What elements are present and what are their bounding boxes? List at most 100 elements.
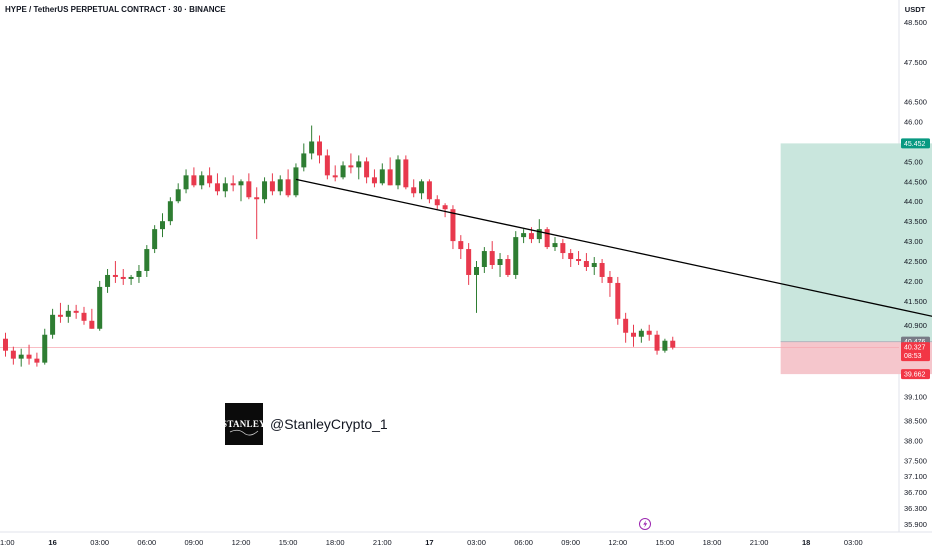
candle-body — [254, 197, 260, 200]
candle — [136, 265, 142, 283]
candle-body — [497, 259, 503, 266]
candle — [301, 143, 307, 172]
candle — [3, 332, 8, 357]
candle-body — [105, 274, 111, 287]
candle — [317, 135, 322, 164]
candle-body — [246, 181, 252, 198]
candle — [450, 205, 456, 250]
price-scale[interactable]: 48.50047.50046.50046.0045.0044.50044.004… — [904, 18, 927, 529]
candle — [262, 177, 268, 204]
candle-body — [269, 181, 275, 192]
candle — [489, 241, 495, 269]
candle-body — [293, 167, 299, 196]
time-scale[interactable]: 1:00 16 03:00 06:00 09:00 12:00 15:00 18:00 21:0… — [0, 538, 863, 547]
candle-body — [434, 199, 440, 206]
candle — [73, 304, 79, 319]
price-tick-label: 35.900 — [904, 520, 927, 529]
time-tick-label: 21:00 — [750, 538, 769, 547]
candle-body — [576, 259, 582, 262]
candle — [426, 179, 432, 204]
trendline[interactable] — [295, 178, 932, 390]
price-tick-label: 37.100 — [904, 472, 927, 481]
candle — [340, 161, 346, 180]
currency-label[interactable]: USDT — [905, 5, 926, 14]
candle-body — [387, 169, 393, 186]
candle — [105, 268, 111, 293]
time-tick-label: 06:00 — [514, 538, 533, 547]
candle-body — [670, 340, 676, 348]
candle — [144, 245, 150, 277]
candle-body — [214, 183, 220, 192]
time-tick-label: 15:00 — [279, 538, 298, 547]
candle-body — [152, 229, 158, 250]
candle-body — [65, 310, 71, 317]
price-tick-label: 43.00 — [904, 237, 923, 246]
watermark-handle: @StanleyCrypto_1 — [270, 416, 388, 432]
candle — [50, 308, 56, 339]
candle — [42, 328, 48, 365]
candle — [238, 179, 244, 202]
candle — [646, 324, 652, 341]
candle — [277, 175, 283, 196]
price-tick-label: 41.500 — [904, 297, 927, 306]
candle — [591, 257, 597, 275]
candle-body — [207, 175, 213, 184]
candle-body — [403, 159, 409, 188]
candle — [309, 125, 315, 160]
lightning-event-icon[interactable] — [639, 518, 651, 530]
candle — [293, 163, 299, 198]
candle — [207, 167, 213, 188]
stop-price-label: 39.662 — [904, 372, 926, 379]
candle-body — [583, 261, 589, 267]
candle — [246, 173, 252, 200]
candle-body — [301, 153, 307, 168]
price-tick-label: 36.700 — [904, 488, 927, 497]
candle — [348, 153, 354, 174]
candle — [466, 243, 472, 285]
candle-body — [230, 183, 236, 186]
candle — [364, 157, 370, 184]
candle — [285, 169, 291, 198]
candle-body — [199, 175, 205, 186]
candle — [167, 197, 173, 226]
time-tick-label: 15:00 — [656, 538, 675, 547]
candles-layer — [3, 125, 676, 367]
candle-body — [458, 241, 464, 250]
candle — [497, 253, 503, 277]
candle-body — [97, 286, 103, 329]
candle — [379, 163, 385, 186]
price-tick-label: 47.500 — [904, 58, 927, 67]
candle — [57, 302, 63, 323]
candle — [403, 155, 409, 190]
candle-body — [528, 233, 534, 240]
candle-body — [10, 350, 16, 359]
time-tick-label: 09:00 — [561, 538, 580, 547]
time-tick-label: 16 — [48, 538, 56, 547]
candle — [269, 173, 275, 196]
candle — [214, 173, 220, 196]
bar-countdown-label: 08:53 — [904, 353, 922, 360]
candle — [128, 274, 134, 285]
candle — [26, 344, 32, 365]
candle — [199, 171, 205, 190]
candle-body — [136, 270, 142, 277]
candle-body — [631, 332, 636, 337]
candle-body — [112, 274, 118, 277]
candle — [654, 330, 660, 355]
price-tick-label: 42.00 — [904, 277, 923, 286]
price-tick-label: 36.300 — [904, 504, 927, 513]
candle — [332, 165, 338, 182]
candle — [152, 225, 158, 254]
target-zone[interactable] — [780, 143, 932, 342]
candle-body — [442, 205, 448, 210]
candle-body — [183, 175, 189, 190]
candle — [631, 324, 636, 347]
candle-body — [466, 249, 472, 275]
candle-body — [175, 189, 181, 202]
candle-body — [426, 181, 432, 200]
candle-body — [544, 229, 550, 248]
candle-body — [379, 169, 385, 184]
candle-body — [18, 354, 24, 359]
candle — [10, 346, 16, 365]
